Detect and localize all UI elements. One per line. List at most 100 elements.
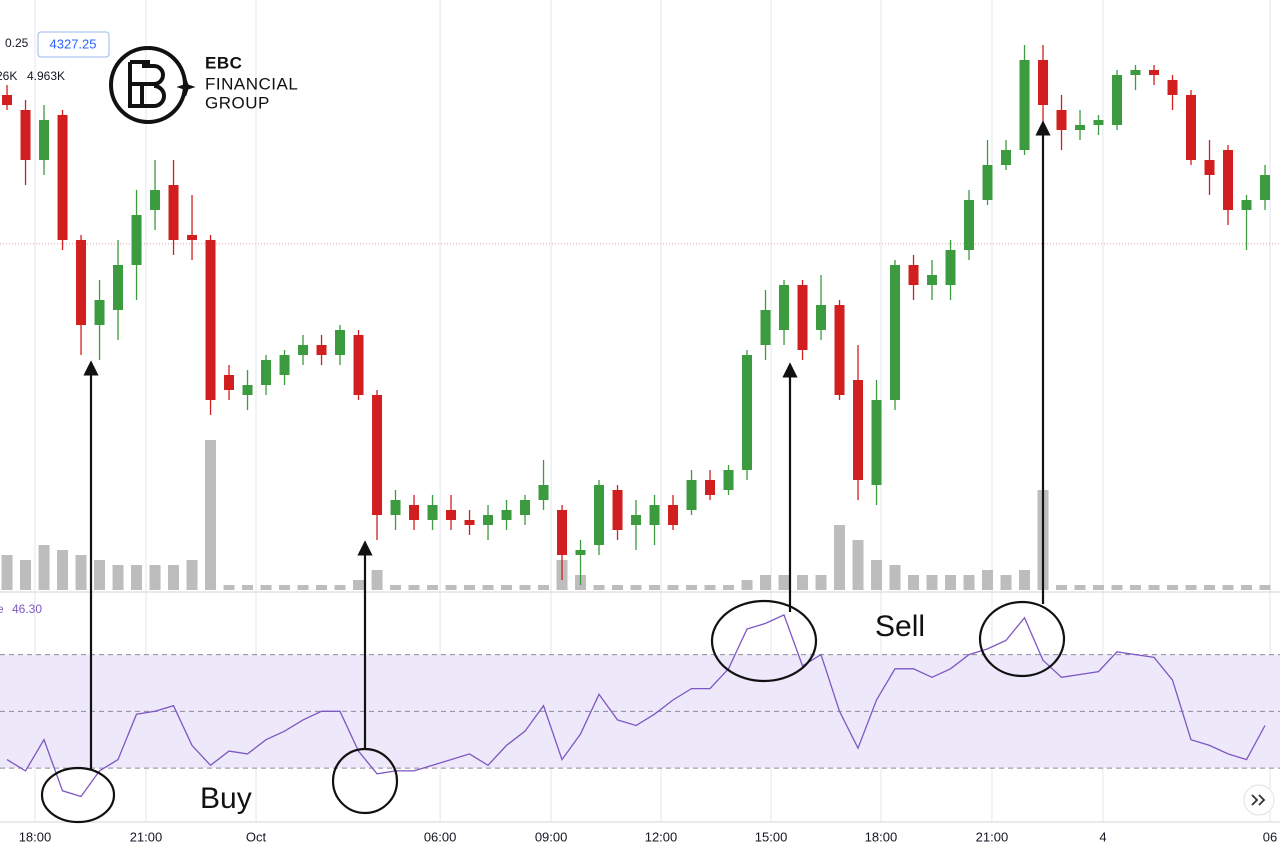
candle-body <box>1130 70 1141 75</box>
logo-text: FINANCIAL <box>205 74 298 93</box>
candle-body <box>316 345 327 355</box>
volume-bar <box>1 555 13 590</box>
candle-body <box>908 265 919 285</box>
candle-body <box>261 360 272 385</box>
candle-body <box>575 550 586 555</box>
candle-body <box>205 240 216 400</box>
volume-bar <box>316 585 328 590</box>
volume-bar <box>20 560 32 590</box>
candle-body <box>1204 160 1215 175</box>
candle-body <box>150 190 161 210</box>
volume-bar <box>686 585 698 590</box>
x-tick-label: 12:00 <box>645 829 678 844</box>
volume-bar <box>667 585 679 590</box>
candle-body <box>649 505 660 525</box>
candle-body <box>760 310 771 345</box>
annotation-buy: Buy <box>200 782 252 815</box>
scroll-button[interactable] <box>1243 784 1275 816</box>
volume-bar <box>1093 585 1105 590</box>
volume-bar <box>131 565 143 590</box>
volume-bar <box>704 585 716 590</box>
volume-bar <box>390 585 402 590</box>
candle-body <box>871 400 882 485</box>
volume-bar <box>371 570 383 590</box>
candle-body <box>1075 125 1086 130</box>
rsi-levels <box>0 654 1280 769</box>
volume-bar <box>1259 585 1271 590</box>
volume-bar <box>1111 585 1123 590</box>
volume-bar <box>501 585 513 590</box>
volume-bar <box>334 585 346 590</box>
volume-bar <box>205 440 217 590</box>
volume-bar <box>1167 585 1179 590</box>
candle-body <box>631 515 642 525</box>
volume-bar <box>297 585 309 590</box>
volume-bar <box>852 540 864 590</box>
volume-bar <box>778 575 790 590</box>
price-box <box>37 31 110 58</box>
volume-bar <box>57 550 69 590</box>
annotation-sell: Sell <box>875 610 925 643</box>
volume-bar <box>408 585 420 590</box>
volume-bar <box>186 560 198 590</box>
candle-body <box>816 305 827 330</box>
candle-body <box>131 215 142 265</box>
logo-text: EBC <box>205 53 242 72</box>
x-axis: 18:00 21:00 Oct 06:00 09:00 12:00 15:00 18:00 21… <box>19 829 1278 844</box>
volume-bar <box>871 560 883 590</box>
volume-bar <box>926 575 938 590</box>
volume-bar <box>760 575 772 590</box>
candle-body <box>446 510 457 520</box>
candle-body <box>94 300 105 325</box>
candle-body <box>1223 150 1234 210</box>
volume-bar <box>1222 585 1234 590</box>
logo-icon <box>109 46 196 124</box>
volume-bar <box>945 575 957 590</box>
candle-body <box>353 335 364 395</box>
volume-bar <box>353 580 365 590</box>
candle-body <box>890 265 901 400</box>
candle-body <box>797 285 808 350</box>
candle-body <box>39 120 50 160</box>
x-tick-label: 09:00 <box>535 829 568 844</box>
candle-body <box>557 510 568 555</box>
candle-body <box>927 275 938 285</box>
volume-bar <box>112 565 124 590</box>
candle-body <box>279 355 290 375</box>
candle-body <box>168 185 179 240</box>
volume-bar <box>519 585 531 590</box>
volume-bar <box>1130 585 1142 590</box>
volume-bar <box>38 545 50 590</box>
volume-bar <box>1148 585 1160 590</box>
candle-body <box>224 375 235 390</box>
volume-bar <box>797 575 809 590</box>
x-tick-label: 18:00 <box>19 829 52 844</box>
volume-bar <box>223 585 235 590</box>
last-price: 4327.25 <box>50 36 97 51</box>
x-tick-label: 18:00 <box>865 829 898 844</box>
logo-text: GROUP <box>205 93 270 112</box>
candle-body <box>705 480 716 495</box>
candle-body <box>1112 75 1123 125</box>
candle-body <box>982 165 993 200</box>
volume-bar <box>1241 585 1253 590</box>
volume-bar <box>908 575 920 590</box>
volume-value: 4.963K <box>27 69 65 83</box>
candle-body <box>298 345 309 355</box>
volume-bar <box>593 585 605 590</box>
volume-bar <box>1074 585 1086 590</box>
candle-body <box>1056 110 1067 130</box>
volume-bar <box>94 560 106 590</box>
candle-body <box>1019 60 1030 150</box>
volume-bar <box>242 585 254 590</box>
candle-body <box>1241 200 1252 210</box>
volume-bar <box>279 585 291 590</box>
volume-bar <box>538 585 550 590</box>
volume-bar <box>464 585 476 590</box>
volume-bar <box>889 565 901 590</box>
volume-bar <box>1019 570 1031 590</box>
candle-body <box>945 250 956 285</box>
candle-body <box>1093 120 1104 125</box>
change: 0.25 <box>5 36 29 50</box>
volume-bar <box>445 585 457 590</box>
